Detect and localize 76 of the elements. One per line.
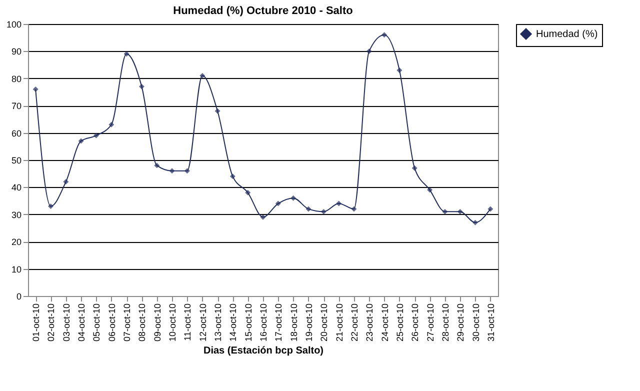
x-tick-label: 10-oct-10 — [168, 304, 178, 342]
x-tick-label: 14-oct-10 — [228, 304, 238, 342]
point — [351, 206, 357, 212]
point — [200, 72, 206, 78]
x-tick-label: 25-oct-10 — [394, 304, 405, 342]
x-tick-label: 03-oct-10 — [61, 304, 72, 342]
point — [382, 32, 388, 38]
x-tick-label: 27-oct-10 — [425, 304, 436, 342]
point — [336, 200, 342, 206]
y-tick-label: 70 — [11, 101, 22, 112]
point — [427, 187, 433, 193]
point — [184, 168, 190, 174]
point — [488, 206, 494, 212]
legend-label: Humedad (%) — [536, 29, 598, 40]
x-tick-label: 07-oct-10 — [122, 304, 132, 342]
point — [275, 200, 281, 206]
y-tick-label: 30 — [11, 210, 22, 220]
x-tick-label: 06-oct-10 — [106, 304, 117, 342]
x-tick-label: 16-oct-10 — [258, 304, 268, 342]
x-tick-label: 01-oct-10 — [31, 304, 42, 342]
x-tick-label: 22-oct-10 — [349, 304, 360, 342]
x-tick-label: 23-oct-10 — [364, 304, 375, 342]
point — [396, 68, 402, 73]
point — [245, 190, 251, 196]
y-tick-label: 10 — [11, 264, 22, 274]
y-tick-label: 60 — [11, 128, 22, 138]
y-tick-label: 40 — [11, 182, 22, 193]
point — [78, 138, 84, 144]
point — [108, 122, 114, 128]
x-tick-label: 20-oct-10 — [319, 304, 330, 342]
point — [214, 108, 220, 114]
point — [154, 162, 160, 168]
x-tick-label: 24-oct-10 — [380, 304, 390, 342]
point — [457, 208, 463, 214]
x-tick-label: 18-oct-10 — [288, 304, 299, 342]
point — [290, 195, 296, 201]
point — [138, 84, 144, 90]
y-tick-label: 20 — [11, 237, 22, 248]
x-tick-label: 28-oct-10 — [440, 304, 450, 342]
point — [124, 51, 130, 57]
x-tick-label: 30-oct-10 — [470, 304, 481, 342]
point — [412, 165, 418, 171]
point — [169, 168, 175, 174]
x-tick-label: 31-oct-10 — [486, 304, 496, 342]
point — [306, 206, 312, 212]
point — [442, 208, 448, 214]
x-tick-label: 05-oct-10 — [92, 304, 102, 342]
point — [260, 214, 266, 220]
x-tick-label: 08-oct-10 — [137, 304, 148, 342]
x-tick-label: 13-oct-10 — [213, 304, 224, 342]
point — [472, 220, 478, 226]
point — [93, 132, 99, 138]
point — [63, 179, 69, 184]
point — [230, 174, 236, 180]
point — [320, 208, 326, 214]
y-tick-label: 90 — [11, 46, 22, 57]
point — [48, 204, 54, 209]
y-tick-label: 80 — [11, 74, 22, 84]
point — [366, 48, 372, 54]
x-tick-label: 17-oct-10 — [274, 304, 284, 342]
x-tick-label: 04-oct-10 — [76, 304, 87, 342]
y-tick-label: 0 — [16, 292, 22, 302]
x-axis-title: Dias (Estación bcp Salto) — [203, 346, 324, 357]
x-tick-label: 11-oct-10 — [182, 304, 193, 341]
x-tick-label: 29-oct-10 — [456, 304, 466, 342]
x-tick-label: 12-oct-10 — [198, 304, 208, 342]
x-tick-label: 02-oct-10 — [46, 304, 56, 342]
x-tick-label: 21-oct-10 — [334, 304, 344, 342]
point — [32, 86, 38, 92]
x-tick-label: 09-oct-10 — [152, 304, 162, 342]
x-tick-label: 26-oct-10 — [410, 304, 420, 342]
chart-title: Humedad (%) Octubre 2010 - Salto — [173, 5, 354, 17]
x-tick-label: 19-oct-10 — [304, 304, 314, 342]
y-tick-label: 100 — [6, 20, 22, 30]
x-tick-label: 15-oct-10 — [243, 304, 254, 342]
y-tick-label: 50 — [11, 156, 22, 166]
